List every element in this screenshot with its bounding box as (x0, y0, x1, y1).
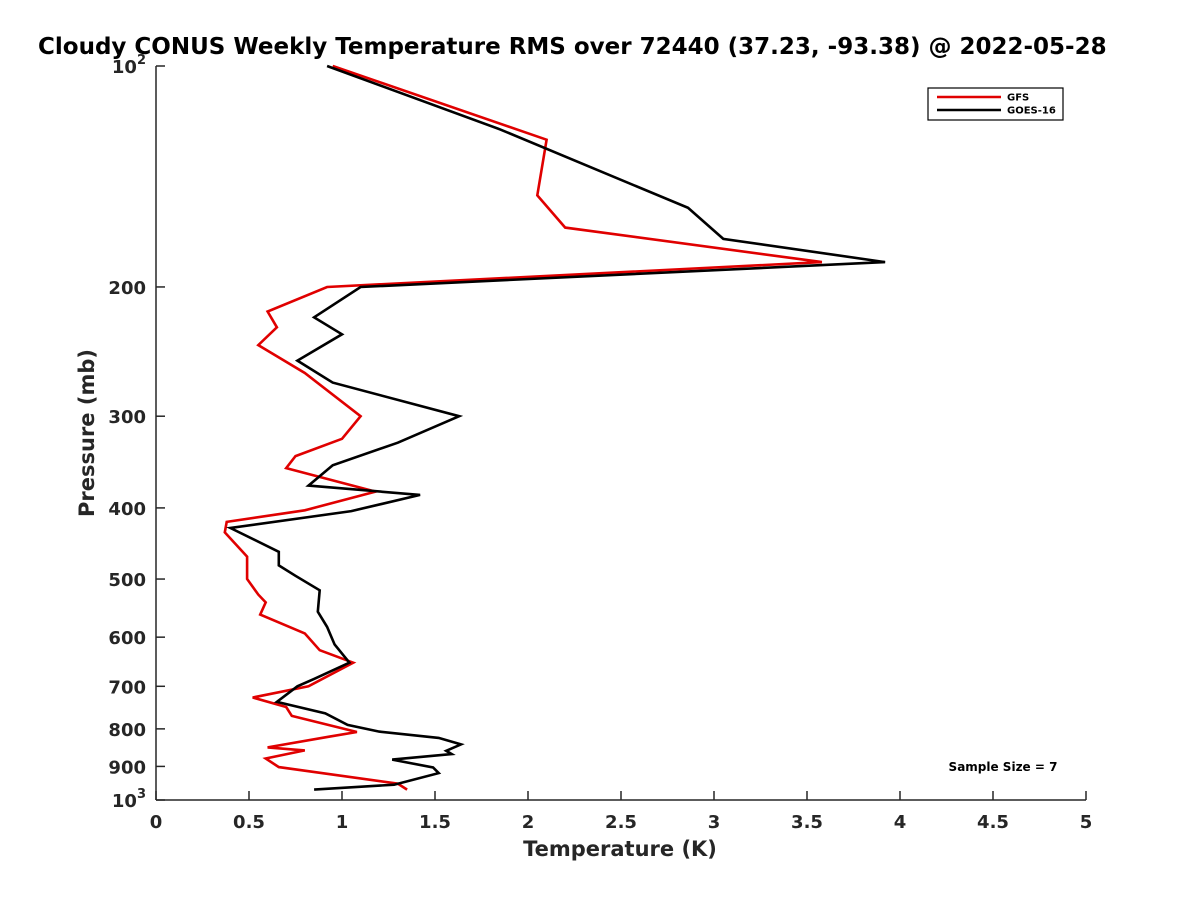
x-tick-label: 4 (894, 812, 907, 833)
x-tick-label: 1 (336, 812, 349, 833)
x-tick-label: 0 (150, 812, 163, 833)
legend-label: GFS (1007, 93, 1029, 104)
y-tick-base: 10 (112, 57, 137, 78)
legend-label: GOES-16 (1007, 106, 1056, 117)
x-axis-ticks: 0 0.5 1 1.5 2 2.5 3 3.5 4 4.5 5 (150, 791, 1093, 833)
x-tick-label: 5 (1080, 812, 1093, 833)
y-tick-label: 900 (108, 757, 146, 778)
x-tick-label: 3.5 (791, 812, 823, 833)
y-tick-base: 10 (112, 791, 137, 812)
x-tick-label: 4.5 (977, 812, 1009, 833)
y-tick-label: 300 (108, 407, 146, 428)
y-axis-label: Pressure (mb) (75, 349, 99, 517)
x-tick-label: 1.5 (419, 812, 451, 833)
y-tick-label-power: 102 (112, 53, 146, 78)
y-tick-label: 700 (108, 677, 146, 698)
y-tick-exponent: 3 (137, 787, 146, 802)
series-layer (223, 64, 886, 791)
x-tick-label: 2.5 (605, 812, 637, 833)
y-tick-label-power: 103 (112, 787, 146, 812)
y-tick-label: 800 (108, 720, 146, 741)
legend: GFS GOES-16 (927, 87, 1064, 121)
series-line-gfs (223, 64, 823, 791)
y-tick-label: 200 (108, 278, 146, 299)
x-tick-label: 0.5 (233, 812, 265, 833)
y-tick-exponent: 2 (137, 53, 146, 68)
y-tick-label: 400 (108, 499, 146, 520)
x-axis-label: Temperature (K) (523, 837, 717, 861)
x-tick-label: 3 (708, 812, 721, 833)
chart-title: Cloudy CONUS Weekly Temperature RMS over… (38, 34, 1107, 60)
x-tick-label: 2 (522, 812, 535, 833)
y-tick-label: 600 (108, 628, 146, 649)
series-line-goes-16 (226, 64, 886, 791)
sample-size-note: Sample Size = 7 (949, 760, 1058, 774)
legend-box (927, 87, 1064, 121)
legend-items: GFS GOES-16 (937, 93, 1056, 117)
y-tick-label: 500 (108, 570, 146, 591)
plot-area: 0 0.5 1 1.5 2 2.5 3 3.5 4 4.5 5 102200300400500600… (108, 53, 1092, 833)
